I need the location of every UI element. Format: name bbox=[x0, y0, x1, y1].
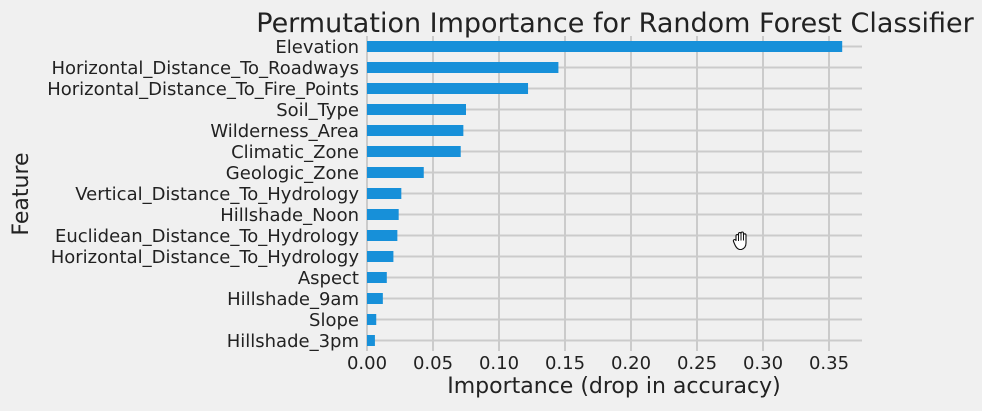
y-axis-label: Feature bbox=[9, 152, 34, 235]
y-tick-label: Euclidean_Distance_To_Hydrology bbox=[55, 226, 359, 247]
bar bbox=[367, 125, 464, 136]
x-tick-labels: 0.00 0.05 0.10 0.15 0.20 0.25 0.30 0.35 bbox=[347, 353, 849, 374]
x-tick-label: 0.00 bbox=[347, 353, 387, 374]
x-axis-label: Importance (drop in accuracy) bbox=[447, 374, 780, 399]
bar bbox=[367, 251, 394, 262]
y-tick-label: Hillshade_Noon bbox=[220, 205, 359, 226]
bar bbox=[367, 188, 402, 199]
x-tick-label: 0.35 bbox=[809, 353, 849, 374]
y-tick-label: Geologic_Zone bbox=[226, 163, 359, 184]
y-tick-label: Horizontal_Distance_To_Hydrology bbox=[51, 247, 360, 268]
bar bbox=[367, 314, 377, 325]
x-tick-label: 0.15 bbox=[545, 353, 585, 374]
y-tick-label: Slope bbox=[309, 310, 359, 331]
y-tick-label: Soil_Type bbox=[276, 100, 359, 121]
y-tick-label: Elevation bbox=[275, 37, 359, 58]
y-tick-label: Horizontal_Distance_To_Roadways bbox=[51, 58, 359, 79]
bar bbox=[367, 293, 383, 304]
y-tick-label: Wilderness_Area bbox=[210, 121, 359, 142]
y-tick-label: Hillshade_9am bbox=[227, 289, 359, 310]
bar bbox=[367, 62, 559, 73]
bar bbox=[367, 230, 398, 241]
bar bbox=[367, 83, 529, 94]
bar bbox=[367, 41, 843, 52]
x-tick-label: 0.25 bbox=[677, 353, 717, 374]
bar bbox=[367, 209, 399, 220]
y-tick-label: Horizontal_Distance_To_Fire_Points bbox=[47, 79, 359, 100]
x-tick-label: 0.10 bbox=[479, 353, 519, 374]
y-tick-label: Hillshade_3pm bbox=[227, 331, 359, 352]
x-tick-label: 0.30 bbox=[743, 353, 783, 374]
bar bbox=[367, 167, 424, 178]
chart-title: Permutation Importance for Random Forest… bbox=[256, 8, 974, 39]
bar bbox=[367, 272, 387, 283]
y-tick-label: Aspect bbox=[298, 268, 359, 289]
x-tick-label: 0.20 bbox=[611, 353, 651, 374]
bars bbox=[367, 41, 843, 346]
bar bbox=[367, 146, 461, 157]
y-tick-label: Vertical_Distance_To_Hydrology bbox=[75, 184, 359, 205]
y-tick-labels: ElevationHorizontal_Distance_To_Roadways… bbox=[47, 37, 359, 352]
bar bbox=[367, 335, 375, 346]
bar bbox=[367, 104, 466, 115]
grab-hand-icon bbox=[732, 231, 747, 251]
y-tick-label: Climatic_Zone bbox=[231, 142, 359, 163]
x-tick-label: 0.05 bbox=[413, 353, 453, 374]
